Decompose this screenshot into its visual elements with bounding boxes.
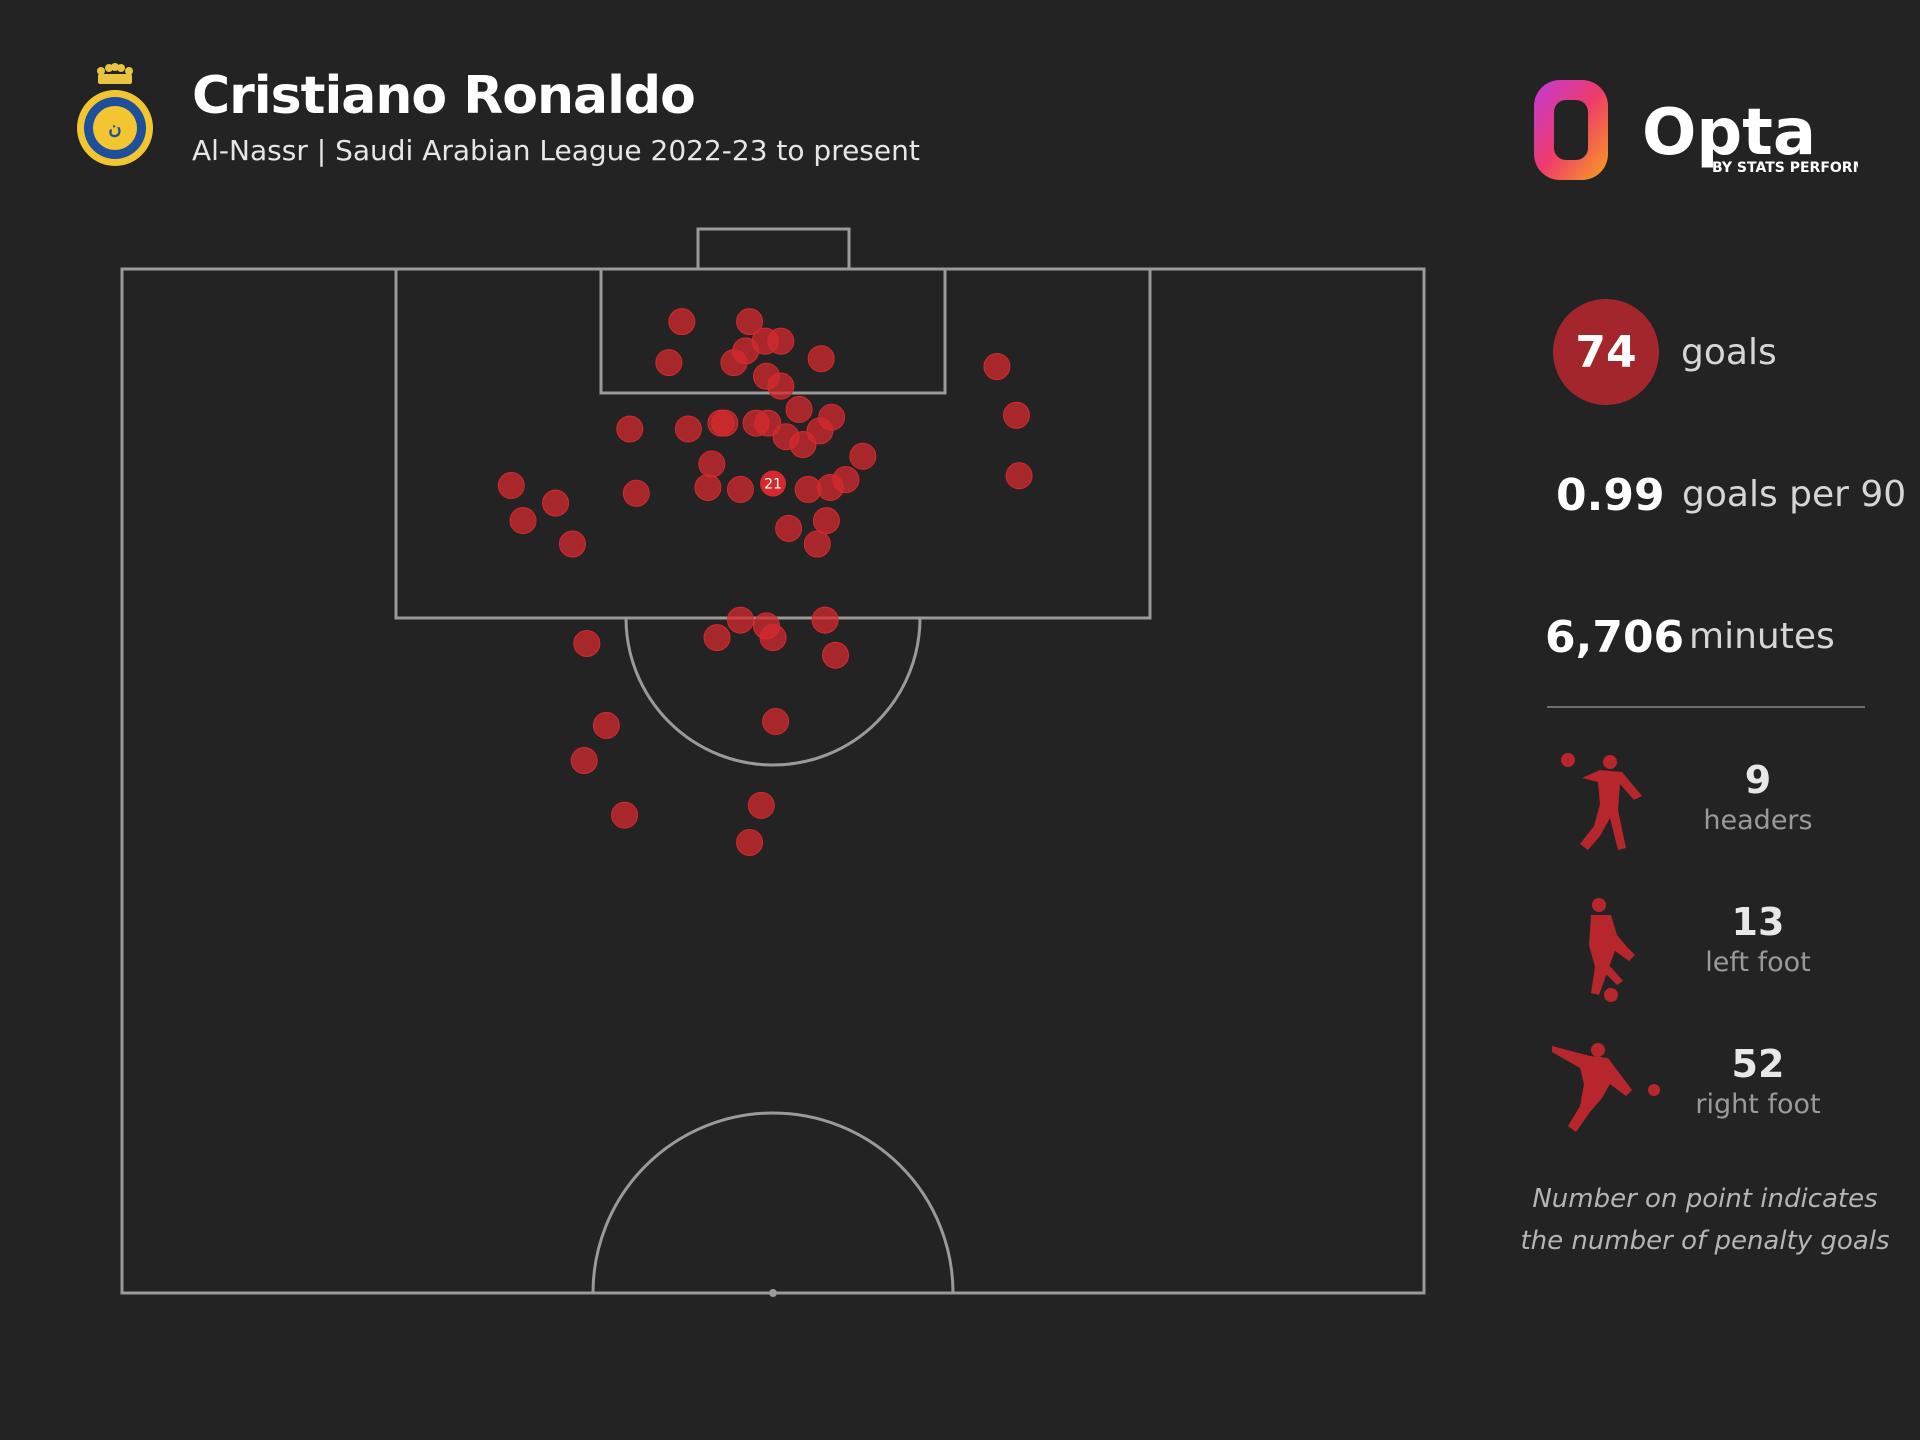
opta-logo: Opta BY STATS PERFORM (1534, 80, 1858, 180)
goal-point (736, 308, 764, 336)
goal-point (726, 475, 754, 503)
goal-point (832, 466, 860, 494)
goal-point (821, 641, 849, 669)
svg-text:ن: ن (108, 118, 121, 139)
headers-label: headers (1703, 805, 1813, 836)
goal-point (983, 353, 1011, 381)
goal-point (573, 629, 601, 657)
goal-point (754, 409, 782, 437)
goal-point (732, 337, 760, 365)
right-foot-label: right foot (1695, 1089, 1821, 1120)
goal-point (803, 530, 831, 558)
goals-per-90-label: goals per 90 (1682, 474, 1907, 515)
left-foot-label: left foot (1705, 947, 1811, 978)
headers-stat: 9 headers (1640, 757, 1876, 839)
goal-point (1002, 401, 1030, 429)
goal-point (747, 791, 775, 819)
stats-divider (1547, 706, 1865, 708)
goal-point (622, 479, 650, 507)
goal-point (694, 473, 722, 501)
goal-location-chart: 21 (120, 227, 1426, 1297)
goals-label: goals (1681, 332, 1777, 373)
right-foot-stat: 52 right foot (1640, 1041, 1876, 1123)
left-foot-stat: 13 left foot (1640, 899, 1876, 981)
right-foot-player-icon (1552, 1043, 1660, 1132)
footnote: Number on point indicates the number of … (1520, 1184, 1890, 1256)
goal-point (570, 747, 598, 775)
headers-count: 9 (1744, 758, 1772, 802)
subtitle: Al-Nassr | Saudi Arabian League 2022-23 … (192, 134, 920, 167)
goal-point (703, 624, 731, 652)
goal-point (762, 708, 790, 736)
goal-point (811, 606, 839, 634)
penalty-goals-label: 21 (764, 477, 782, 493)
centre-circle (591, 1111, 955, 1294)
right-foot-count: 52 (1731, 1042, 1785, 1086)
centre-spot (769, 1289, 777, 1297)
goal-point (849, 442, 877, 470)
goal-point (767, 372, 795, 400)
goal-point (655, 349, 683, 377)
goal-point (812, 507, 840, 535)
opta-logo-subtext: BY STATS PERFORM (1712, 160, 1858, 176)
goal-point (616, 415, 644, 443)
goal-point (767, 327, 795, 355)
goal-point (674, 415, 702, 443)
penalty-arc (624, 617, 922, 767)
goal-point (497, 472, 525, 500)
left-foot-player-icon (1589, 898, 1635, 1002)
goal-points (497, 308, 1033, 856)
minutes-label: minutes (1689, 616, 1835, 657)
opta-logo-text: Opta (1642, 96, 1816, 170)
goal-point (785, 395, 813, 423)
goal-point (509, 507, 537, 535)
goal-point (698, 450, 726, 478)
goal-point (736, 828, 764, 856)
penalty-goals-marker (760, 470, 786, 497)
minutes-value: 6,706 (1545, 612, 1685, 663)
goal-point (1005, 462, 1033, 490)
goal-point (542, 489, 570, 517)
goal-point (789, 431, 817, 459)
goals-per-90-value: 0.99 (1556, 470, 1665, 521)
goal-point (558, 530, 586, 558)
goal-point (759, 624, 787, 652)
goal-point (668, 308, 696, 336)
crown-icon (97, 63, 133, 84)
goal (696, 227, 851, 271)
goal-point (807, 345, 835, 373)
penalty-area (394, 267, 1152, 620)
goal-point (711, 409, 739, 437)
left-foot-count: 13 (1731, 900, 1785, 944)
player-name: Cristiano Ronaldo (192, 66, 696, 126)
header-player-icon (1561, 753, 1642, 850)
goal-point (611, 801, 639, 829)
goal-point (726, 606, 754, 634)
goal-point (775, 514, 803, 542)
goal-point (592, 711, 620, 739)
club-badge-icon: ن (77, 63, 153, 166)
goals-total-badge: 74 (1553, 299, 1659, 405)
